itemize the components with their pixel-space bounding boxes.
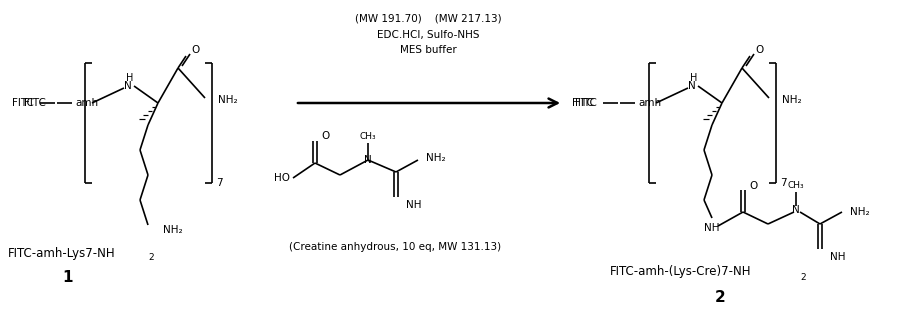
Text: NH: NH [406, 200, 422, 210]
Text: HO: HO [274, 173, 290, 183]
Text: MES buffer: MES buffer [400, 45, 456, 55]
Text: 2: 2 [800, 272, 805, 281]
Text: NH₂: NH₂ [782, 95, 802, 105]
Text: 7: 7 [780, 178, 786, 188]
Text: 7: 7 [216, 178, 222, 188]
Text: EDC.HCl, Sulfo-NHS: EDC.HCl, Sulfo-NHS [377, 30, 479, 40]
Text: O: O [321, 131, 329, 141]
Text: O: O [749, 181, 757, 191]
Text: N: N [364, 155, 372, 165]
Text: H: H [127, 73, 134, 83]
Text: FITC: FITC [575, 98, 597, 108]
Text: NH: NH [830, 252, 845, 262]
Text: N: N [793, 205, 800, 215]
Text: 2: 2 [148, 253, 154, 262]
Text: (Creatine anhydrous, 10 eq, MW 131.13): (Creatine anhydrous, 10 eq, MW 131.13) [289, 242, 501, 252]
Text: NH₂: NH₂ [850, 207, 870, 217]
Text: NH₂: NH₂ [218, 95, 238, 105]
Text: amh: amh [75, 98, 98, 108]
Text: amh: amh [638, 98, 661, 108]
Text: 1: 1 [63, 270, 73, 286]
Text: NH₂: NH₂ [163, 225, 182, 235]
Text: O: O [755, 45, 763, 55]
Text: FITC: FITC [12, 98, 34, 108]
Text: FITC-amh-(Lys-Cre)7-NH: FITC-amh-(Lys-Cre)7-NH [610, 266, 752, 279]
Text: NH₂: NH₂ [426, 153, 445, 163]
Text: NH: NH [704, 223, 720, 233]
Text: FITC: FITC [572, 98, 594, 108]
Text: O: O [191, 45, 200, 55]
Text: FITC: FITC [24, 98, 46, 108]
Text: H: H [691, 73, 698, 83]
Text: CH₃: CH₃ [788, 181, 804, 190]
Text: N: N [124, 81, 132, 91]
Text: 2: 2 [714, 290, 725, 306]
Text: N: N [688, 81, 696, 91]
Text: FITC-amh-Lys7-NH: FITC-amh-Lys7-NH [8, 247, 116, 260]
Text: (MW 191.70)    (MW 217.13): (MW 191.70) (MW 217.13) [354, 13, 501, 23]
Text: CH₃: CH₃ [360, 131, 376, 140]
